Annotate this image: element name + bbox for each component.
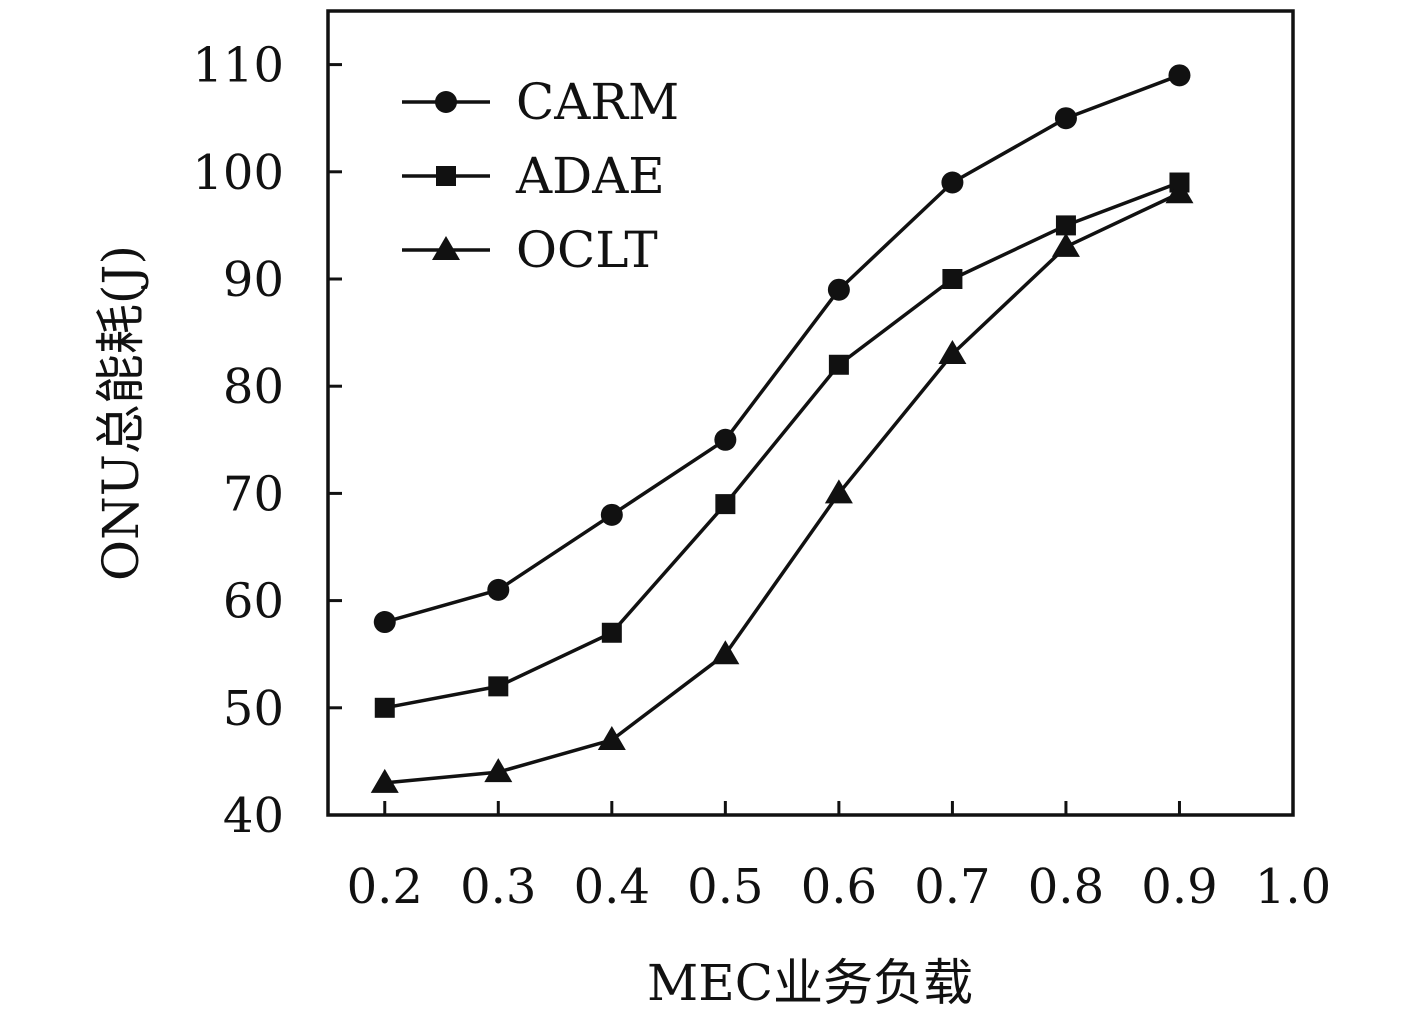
series-oclt — [370, 179, 1194, 793]
legend-item-carm: CARM — [402, 73, 679, 131]
x-tick-label: 0.6 — [801, 859, 877, 915]
legend-label-oclt: OCLT — [516, 221, 658, 279]
series-line-adae — [384, 180, 1181, 710]
data-point-carm — [600, 503, 623, 526]
legend-marker-carm — [435, 91, 457, 113]
y-axis-title: ONU总能耗(J) — [92, 245, 150, 581]
y-tick-label: 40 — [223, 788, 284, 844]
series-line-oclt — [384, 191, 1181, 785]
x-tick-label: 0.9 — [1141, 859, 1217, 915]
data-point-oclt — [370, 768, 399, 793]
x-tick-label: 0.7 — [914, 859, 990, 915]
series-adae — [374, 172, 1190, 718]
legend-label-carm: CARM — [516, 73, 679, 131]
data-point-oclt — [938, 340, 967, 365]
legend-item-oclt: OCLT — [402, 221, 658, 279]
y-tick-label: 100 — [192, 145, 284, 201]
data-point-carm — [487, 578, 510, 601]
legend-marker-oclt — [432, 236, 460, 260]
data-point-carm — [714, 428, 737, 451]
y-tick-label: 90 — [223, 252, 284, 308]
y-tick-label: 110 — [192, 38, 284, 94]
data-point-oclt — [824, 479, 853, 504]
y-tick-label: 80 — [223, 359, 284, 415]
data-point-oclt — [1165, 179, 1194, 204]
x-axis-ticks: 0.2 0.3 0.4 0.5 0.6 0.7 0.8 0.9 1.0 — [347, 801, 1331, 915]
x-tick-label: 0.2 — [347, 859, 423, 915]
data-point-adae — [1055, 215, 1076, 236]
y-tick-label: 50 — [223, 681, 284, 737]
x-axis-title: MEC业务负载 — [647, 954, 973, 1012]
legend-marker-adae — [436, 166, 456, 186]
data-point-oclt — [711, 640, 740, 665]
data-point-oclt — [597, 725, 626, 750]
data-point-carm — [1168, 64, 1191, 87]
data-point-adae — [374, 697, 395, 718]
y-tick-label: 60 — [223, 574, 284, 630]
data-point-adae — [488, 676, 509, 697]
legend-label-adae: ADAE — [515, 147, 665, 205]
plot-frame — [326, 9, 1295, 817]
x-tick-label: 0.8 — [1028, 859, 1104, 915]
x-tick-label: 0.5 — [687, 859, 763, 915]
data-point-oclt — [1051, 232, 1080, 257]
data-point-carm — [827, 278, 850, 301]
series-carm — [373, 64, 1191, 634]
y-tick-label: 70 — [223, 466, 284, 522]
y-axis-ticks: 40 50 60 70 80 90 100 110 — [192, 38, 342, 844]
x-tick-label: 0.4 — [574, 859, 650, 915]
data-point-adae — [601, 622, 622, 643]
legend-item-adae: ADAE — [402, 147, 665, 205]
series-layer — [370, 64, 1194, 793]
data-point-adae — [828, 354, 849, 375]
data-point-carm — [373, 611, 396, 634]
data-point-adae — [715, 494, 736, 515]
x-tick-label: 0.3 — [460, 859, 536, 915]
data-point-adae — [942, 269, 963, 289]
data-point-oclt — [484, 758, 513, 783]
data-point-carm — [941, 171, 964, 194]
legend: CARM ADAE OCLT — [402, 73, 679, 279]
x-tick-label: 1.0 — [1255, 859, 1331, 915]
data-point-carm — [1054, 107, 1077, 130]
series-line-carm — [384, 73, 1181, 624]
